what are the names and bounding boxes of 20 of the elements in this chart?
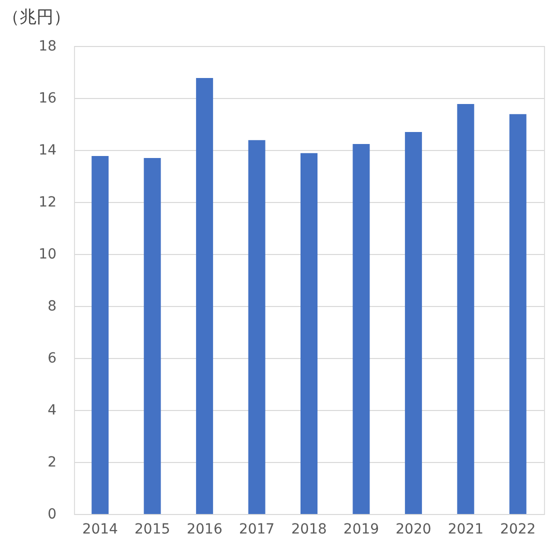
x-tick-label: 2022 <box>500 522 536 538</box>
y-axis-title: （兆円） <box>2 8 70 28</box>
x-tick-label: 2015 <box>134 522 170 538</box>
y-tick-label: 0 <box>48 506 56 522</box>
y-tick-label: 10 <box>38 246 56 262</box>
y-tick-label: 16 <box>38 90 57 106</box>
y-tick-label: 18 <box>38 38 56 54</box>
y-tick-label: 4 <box>48 402 57 418</box>
x-tick-label: 2020 <box>396 522 432 538</box>
x-tick-label: 2019 <box>343 522 380 538</box>
x-tick-label: 2014 <box>82 522 118 538</box>
y-tick-label: 6 <box>48 350 57 366</box>
x-tick-label: 2018 <box>291 522 327 538</box>
y-tick-label: 2 <box>48 454 56 470</box>
y-tick-label: 14 <box>38 142 57 158</box>
x-tick-label: 2021 <box>448 522 484 538</box>
y-tick-label: 8 <box>48 298 56 314</box>
y-tick-label: 12 <box>38 194 56 210</box>
x-tick-label: 2017 <box>238 522 275 538</box>
x-tick-label: 2016 <box>186 522 222 538</box>
